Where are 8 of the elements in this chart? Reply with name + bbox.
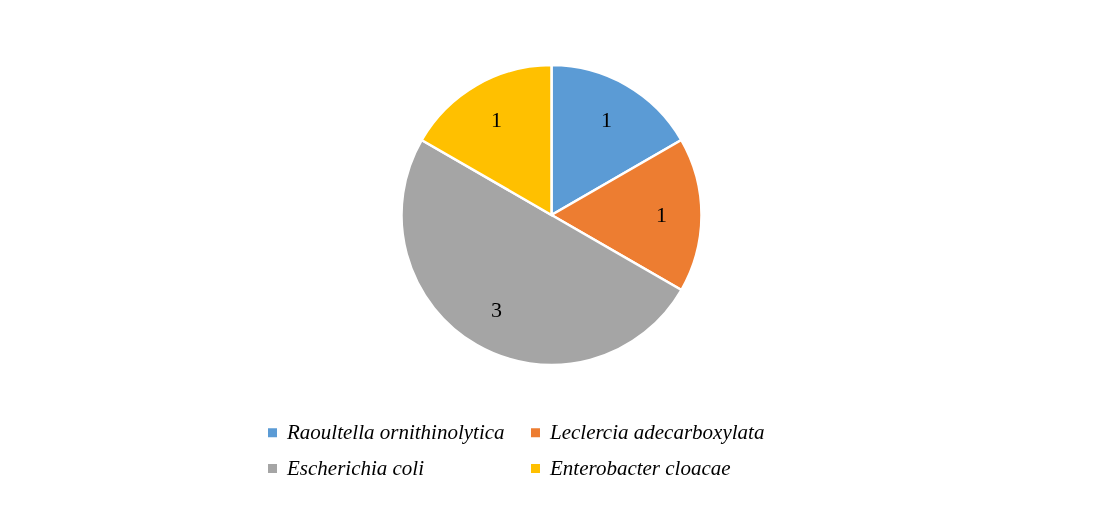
data-label: 1 bbox=[601, 106, 612, 132]
legend-label: Enterobacter cloacae bbox=[549, 455, 731, 480]
data-label: 1 bbox=[656, 202, 667, 227]
data-label: 3 bbox=[491, 297, 502, 323]
data-label: 1 bbox=[491, 106, 502, 132]
legend-label: Escherichia coli bbox=[286, 455, 425, 480]
legend-label: Raoultella ornithinolytica bbox=[286, 419, 505, 444]
legend-label: Leclercia adecarboxylata bbox=[549, 419, 765, 444]
